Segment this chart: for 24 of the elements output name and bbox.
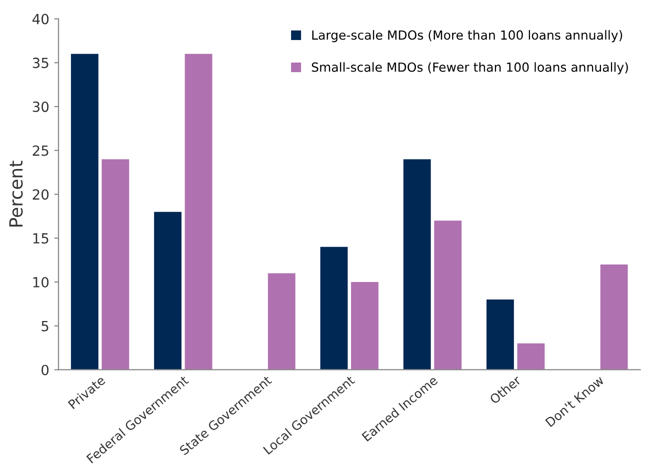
bar — [154, 212, 182, 370]
y-tick-label: 10 — [33, 276, 49, 288]
bar — [70, 54, 98, 370]
bar — [517, 343, 545, 370]
legend-label: Small-scale MDOs (Fewer than 100 loans annually) — [312, 62, 628, 74]
y-axis-title: Percent — [9, 160, 23, 226]
y-tick-label: 0 — [42, 364, 49, 376]
legend-label: Large-scale MDOs (More than 100 loans annually) — [312, 30, 622, 42]
bar — [320, 246, 348, 370]
bar — [486, 300, 514, 370]
y-tick-label: 15 — [33, 233, 48, 244]
bar — [434, 220, 462, 370]
y-tick-label: 20 — [32, 189, 49, 200]
y-tick-label: 40 — [32, 14, 49, 24]
bar — [102, 159, 130, 370]
bar — [351, 282, 378, 370]
y-tick-label: 25 — [32, 145, 48, 156]
bar — [268, 273, 296, 370]
bar — [600, 264, 628, 370]
bar — [403, 159, 431, 370]
y-tick-label: 5 — [42, 321, 48, 332]
bar — [184, 54, 212, 370]
y-tick-label: 30 — [32, 102, 49, 112]
y-tick-label: 35 — [32, 58, 48, 68]
